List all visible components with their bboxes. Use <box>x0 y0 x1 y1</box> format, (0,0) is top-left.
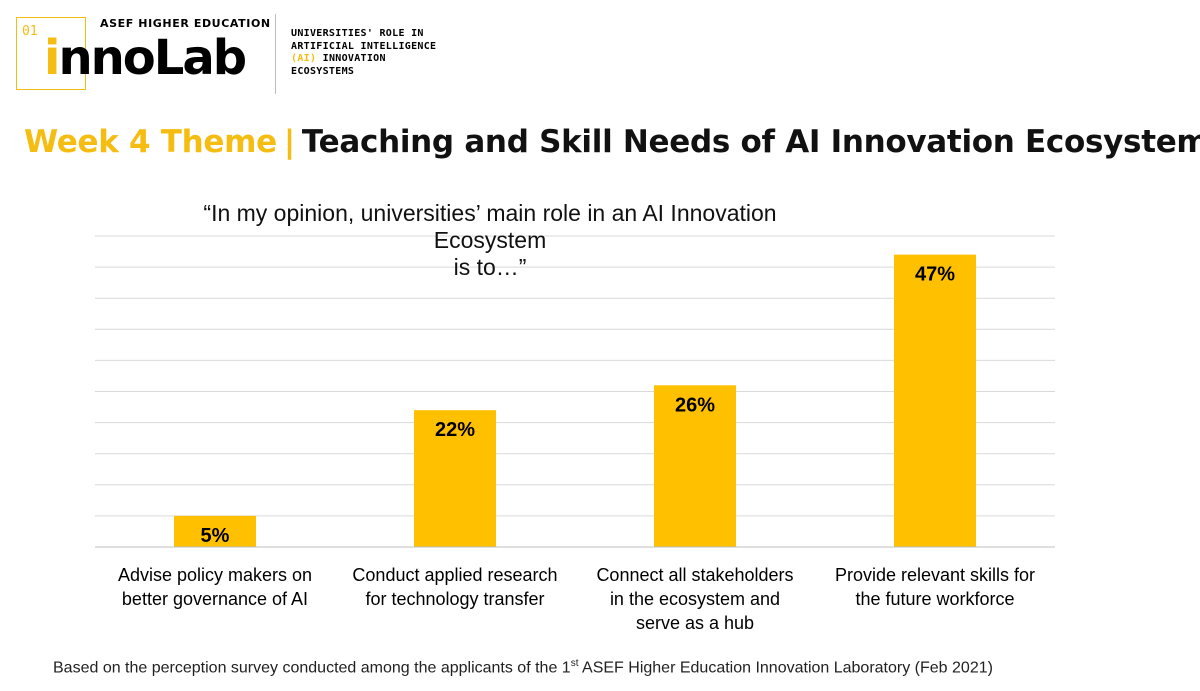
program-line-4: ECOSYSTEMS <box>291 65 355 77</box>
chart-title-line-1: “In my opinion, universities’ main role … <box>203 200 777 253</box>
category-label: Connect all stakeholders in the ecosystem… <box>596 565 793 633</box>
category-label-line: Connect all stakeholders <box>596 565 793 585</box>
footnote: Based on the perception survey conducted… <box>53 658 993 677</box>
chart-title-line-2: is to…” <box>453 254 527 280</box>
category-label-line: serve as a hub <box>636 613 754 633</box>
bar <box>654 385 736 547</box>
program-title: UNIVERSITIES' ROLE IN ARTIFICIAL INTELLI… <box>291 28 436 78</box>
headline-separator: | <box>283 124 295 160</box>
program-line-3-highlight: (AI) <box>291 53 317 64</box>
logo-wordmark-i: i <box>44 30 61 86</box>
category-label-line: better governance of AI <box>122 589 308 609</box>
footnote-text-after: ASEF Higher Education Innovation Laborat… <box>578 659 993 677</box>
category-label: Advise policy makers on better governance… <box>118 565 312 609</box>
category-label-line: in the ecosystem and <box>610 589 780 609</box>
category-label-line: the future workforce <box>855 589 1014 609</box>
data-label: 26% <box>675 394 715 416</box>
data-label: 47% <box>915 264 955 286</box>
bar <box>414 410 496 547</box>
innolab-logo: innoLab <box>44 28 247 88</box>
category-label-line: for technology transfer <box>365 589 544 609</box>
logo-divider <box>275 14 276 94</box>
category-label-line: Provide relevant skills for <box>835 565 1035 585</box>
program-line-3: (AI) INNOVATION <box>291 53 436 66</box>
program-line-1: UNIVERSITIES' ROLE IN <box>291 28 424 39</box>
category-label: Provide relevant skills for the future wo… <box>835 565 1035 609</box>
category-label: Conduct applied research for technology t… <box>352 565 557 609</box>
bar <box>894 254 976 547</box>
data-label: 22% <box>435 419 475 441</box>
bar <box>174 515 256 547</box>
headline-topic: Teaching and Skill Needs of AI Innovatio… <box>301 124 1200 160</box>
logo-frame <box>16 17 86 90</box>
category-label-line: Conduct applied research <box>352 565 557 585</box>
page-headline: Week 4 Theme | Teaching and Skill Needs of… <box>24 124 1200 160</box>
footnote-text-before: Based on the perception survey conducted… <box>53 659 571 677</box>
category-label-line: Advise policy makers on <box>118 565 312 585</box>
program-line-2: ARTIFICIAL INTELLIGENCE <box>291 40 437 52</box>
headline-theme: Week 4 Theme <box>24 124 277 160</box>
chart-title: “In my opinion, universities’ main role … <box>150 200 830 281</box>
logo-wordmark-rest: nnoLab <box>58 30 247 86</box>
logo-number: 01 <box>22 24 38 39</box>
program-line-3-rest: INNOVATION <box>316 53 386 64</box>
footnote-superscript: st <box>570 658 579 669</box>
data-label: 5% <box>201 525 230 547</box>
logo-org-name: ASEF HIGHER EDUCATION <box>100 17 271 30</box>
